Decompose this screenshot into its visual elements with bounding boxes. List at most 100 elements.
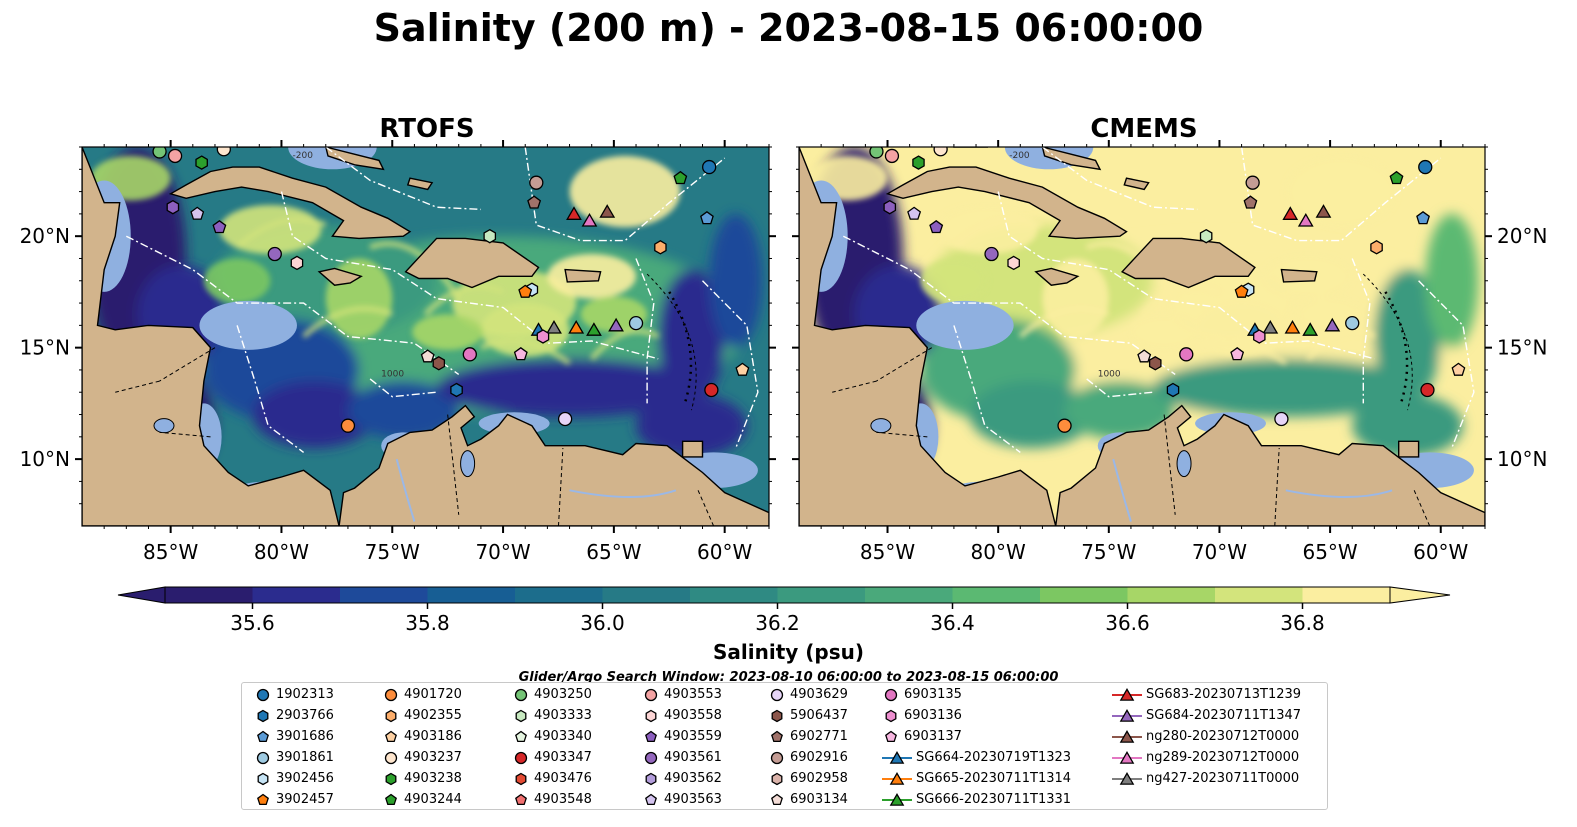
colorbar-extend-high [1389,586,1451,604]
platform-marker [912,155,925,170]
legend-item: 6903135 [882,684,962,705]
lat-tick-label: 15°N [1497,336,1547,360]
legend-marker-icon [645,730,657,742]
legend-marker-icon [257,772,269,785]
legend-label: 4903476 [534,771,592,786]
platform-marker [1245,175,1260,190]
platform-marker [195,155,208,170]
legend-marker-icon [644,688,658,701]
lat-tick-label: 15°N [20,336,70,360]
legend-item: 4903561 [642,747,722,768]
platform-marker [1389,170,1404,185]
legend-marker-icon [884,688,898,701]
platform-marker [1418,159,1433,175]
platform-marker [1199,228,1213,244]
lon-tick-label: 65°W [586,540,641,564]
platform-marker [1451,362,1466,376]
lon-tick-label: 60°W [1413,540,1468,564]
legend-marker-shape [645,709,657,722]
legend-label: 6903134 [790,792,848,807]
panel-title-rtofs: RTOFS [379,114,475,144]
legend-label: SG683-20230713T1239 [1146,687,1302,702]
platform-marker [1345,315,1360,331]
legend-item: 6903134 [768,789,848,810]
legend-marker-icon [257,730,269,742]
legend-marker-shape [771,730,783,742]
legend-label: 4903629 [790,687,848,702]
platform-marker [267,246,282,262]
legend-marker-icon [882,792,912,806]
lon-tick-label: 80°W [254,540,309,564]
colorbar-segment [1040,587,1128,603]
legend-item: 4903629 [768,684,848,705]
legend-marker-shape [771,772,783,785]
platform-marker [608,317,624,332]
platform-marker [984,246,999,262]
platform-marker [700,210,714,225]
platform-marker [907,206,922,220]
legend-marker-shape [885,730,897,742]
legend-label: ng280-20230712T0000 [1146,729,1300,744]
legend-item: 4903250 [512,684,592,705]
legend-marker-icon [515,709,527,722]
legend-marker-shape [1119,729,1135,743]
platform-marker [869,147,884,159]
legend-label: SG666-20230711T1331 [916,792,1072,807]
platform-marker [1230,346,1245,361]
legend-marker-icon [384,751,398,764]
platform-marker [340,418,356,433]
legend-marker-shape [771,793,783,805]
platform-marker [735,362,750,376]
legend-item: SG666-20230711T1331 [882,789,1071,810]
lon-tick-label: 70°W [475,540,530,564]
platform-marker [1057,418,1072,433]
colorbar-segment [865,587,953,603]
legend-item: SG664-20230719T1323 [882,747,1071,768]
colorbar-extend-low [117,586,166,604]
platform-marker [546,319,562,334]
platform-marker [1416,210,1430,225]
figure-title: Salinity (200 m) - 2023-08-15 06:00:00 [373,6,1204,50]
legend-marker-shape [385,772,397,785]
colorbar-tick-label: 36.6 [1105,611,1150,635]
legend-label: 4903548 [534,792,592,807]
platform-marker [420,349,435,363]
legend-item: 4903333 [512,705,592,726]
platform-marker [212,219,227,234]
cmems-map: 1000 -200 85°W 80°W 75°W 70°W 65°W 60°W 20°N 15°N… [792,140,1547,564]
legend-marker-shape [771,709,783,722]
legend-marker-shape [1119,708,1135,722]
colorbar-tick-label: 36.2 [755,611,800,635]
legend-label: 4903559 [664,729,722,744]
legend-marker-shape [645,772,657,785]
rtofs-map: 1000 -200 85°W 80°W 75°W 70°W 65°W 60°W 20°N 15°N… [20,140,776,564]
legend-marker-icon [770,688,784,701]
colorbar-segment [165,587,253,603]
platform-marker [483,228,497,244]
legend-marker-shape [385,730,397,742]
legend-item: 4903553 [642,684,722,705]
lat-tick-label: 10°N [1497,447,1547,471]
colorbar-tick-label: 35.6 [230,611,275,635]
legend-label: 4903186 [404,729,462,744]
legend-marker-icon [257,793,269,805]
legend-item: 4903562 [642,768,722,789]
legend-marker-shape [1119,687,1135,701]
platform-marker [702,159,717,175]
legend-marker-shape [385,709,397,722]
colorbar-segment [1302,587,1391,603]
platform-marker [1297,212,1314,227]
legend-item: 4902355 [382,705,462,726]
panel-title-cmems: CMEMS [1090,114,1198,144]
legend-label: 4902355 [404,708,462,723]
platform-marker [462,347,477,362]
lat-tick-label: 20°N [1497,224,1547,248]
lon-tick-label: 75°W [1081,540,1136,564]
legend-item: 4903238 [382,768,462,789]
colorbar-tick-label: 36.4 [930,611,975,635]
lon-tick-label: 70°W [1192,540,1247,564]
platform-marker [1284,319,1301,334]
legend-marker-icon [256,688,270,701]
colorbar-segment [952,587,1041,603]
legend-marker-shape [257,730,269,742]
